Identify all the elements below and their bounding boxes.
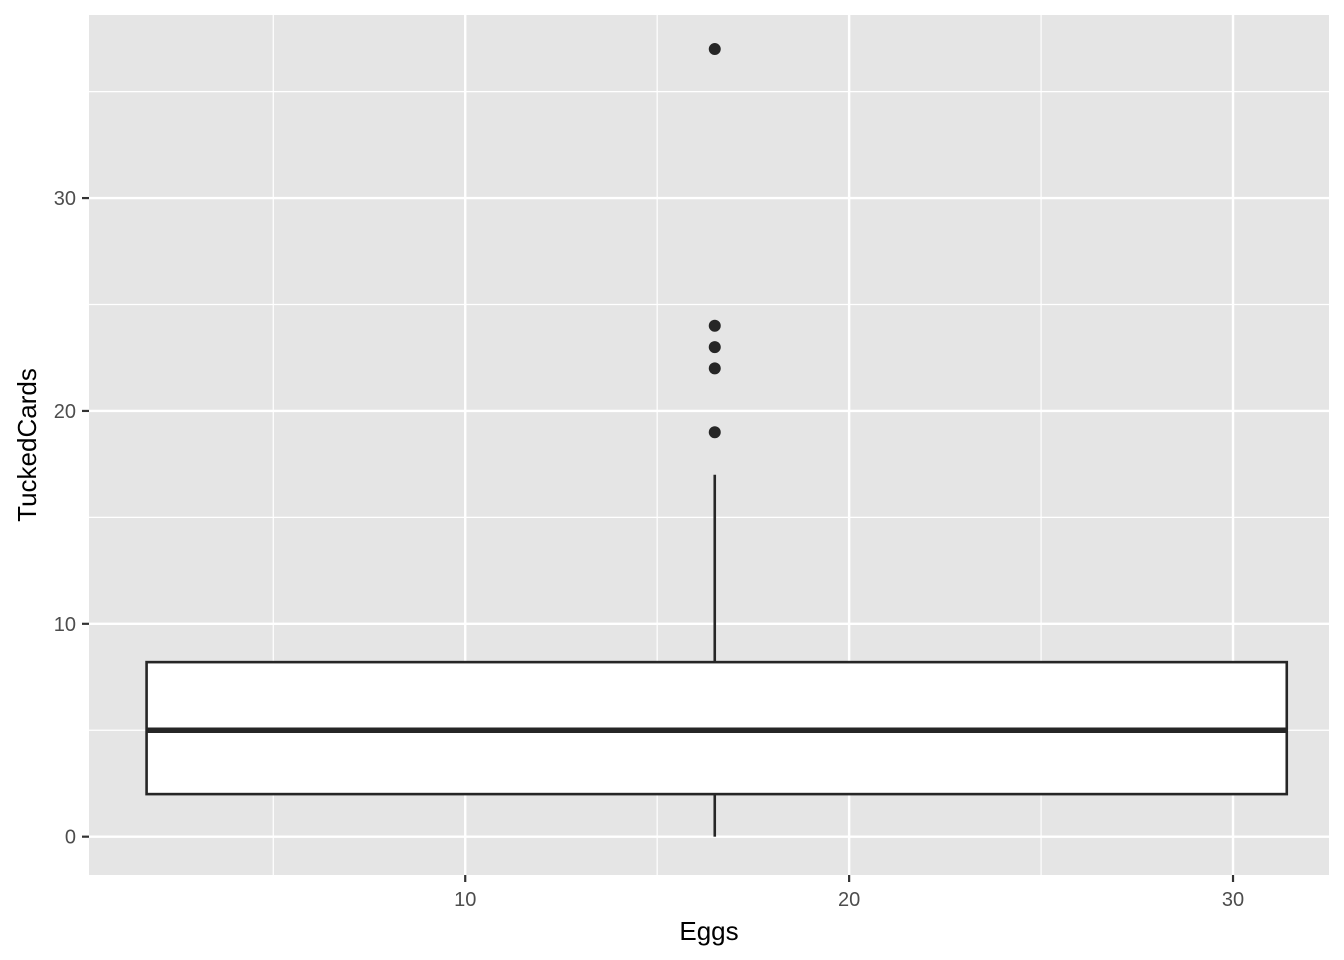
outlier-point [708,341,721,354]
x-axis-title: Eggs [679,916,738,946]
y-tick-label: 10 [54,614,76,636]
boxplot [145,43,1289,837]
x-tick-label: 30 [1222,889,1244,911]
outlier-point [708,319,721,332]
outlier-point [708,362,721,375]
y-tick-label: 20 [54,401,76,423]
outlier-point [708,426,721,439]
tick-labels: 10 20 30 0 10 20 30 [54,188,1244,911]
x-tick-label: 10 [454,889,476,911]
axis-ticks [82,196,1235,882]
y-tick-label: 30 [54,188,76,210]
x-tick-label: 20 [838,889,860,911]
outlier-point [708,43,721,56]
y-axis-title: TuckedCards [12,368,42,522]
y-tick-label: 0 [65,827,76,849]
